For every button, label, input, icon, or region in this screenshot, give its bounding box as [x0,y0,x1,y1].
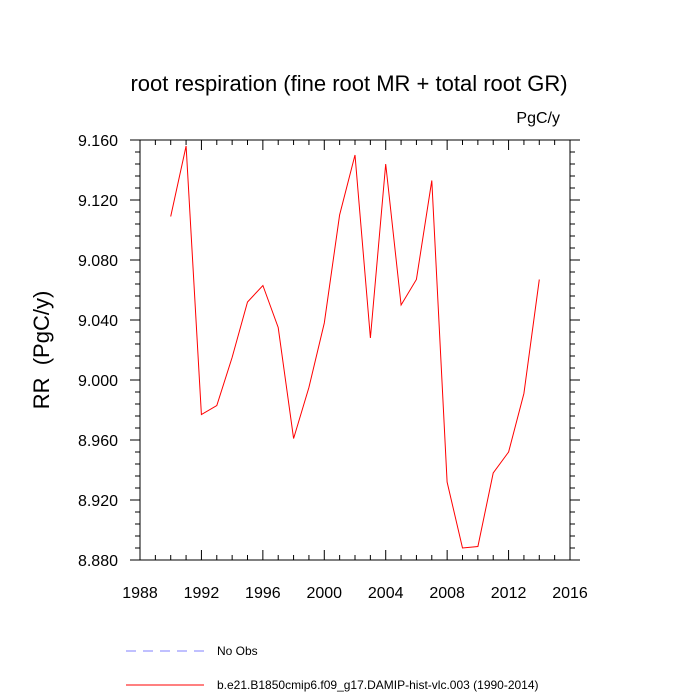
x-tick-label: 2008 [429,585,465,602]
x-tick-label: 1992 [184,585,220,602]
y-axis: 8.880 8.920 8.960 9.000 9.040 9.080 9.120 9.160 [78,133,580,570]
y-axis-label: RR (PgC/y) [29,291,54,410]
y-tick-label: 8.880 [78,553,118,570]
units-label: PgC/y [516,110,560,127]
y-tick-label: 8.960 [78,433,118,450]
plot-frame [139,139,571,561]
x-tick-label: 1988 [122,585,158,602]
series-layer [170,145,540,549]
minor-ticks [135,140,575,560]
x-tick-label: 2016 [552,585,588,602]
series-line [170,145,540,549]
legend-label-model: b.e21.B1850cmip6.f09_g17.DAMIP-hist-vlc.… [217,678,539,692]
y-tick-label: 9.040 [78,313,118,330]
y-tick-label: 9.120 [78,193,118,210]
x-tick-label: 2012 [491,585,527,602]
legend-label-no-obs: No Obs [217,644,258,658]
x-tick-label: 2004 [368,585,404,602]
x-axis: 1988 1992 1996 2000 2004 2008 2012 2016 [122,140,588,602]
y-tick-label: 9.080 [78,253,118,270]
x-tick-label: 2000 [306,585,342,602]
chart-title: root respiration (fine root MR + total r… [130,71,567,96]
y-tick-label: 9.000 [78,373,118,390]
y-tick-label: 8.920 [78,493,118,510]
y-tick-label: 9.160 [78,133,118,150]
x-tick-label: 1996 [245,585,281,602]
